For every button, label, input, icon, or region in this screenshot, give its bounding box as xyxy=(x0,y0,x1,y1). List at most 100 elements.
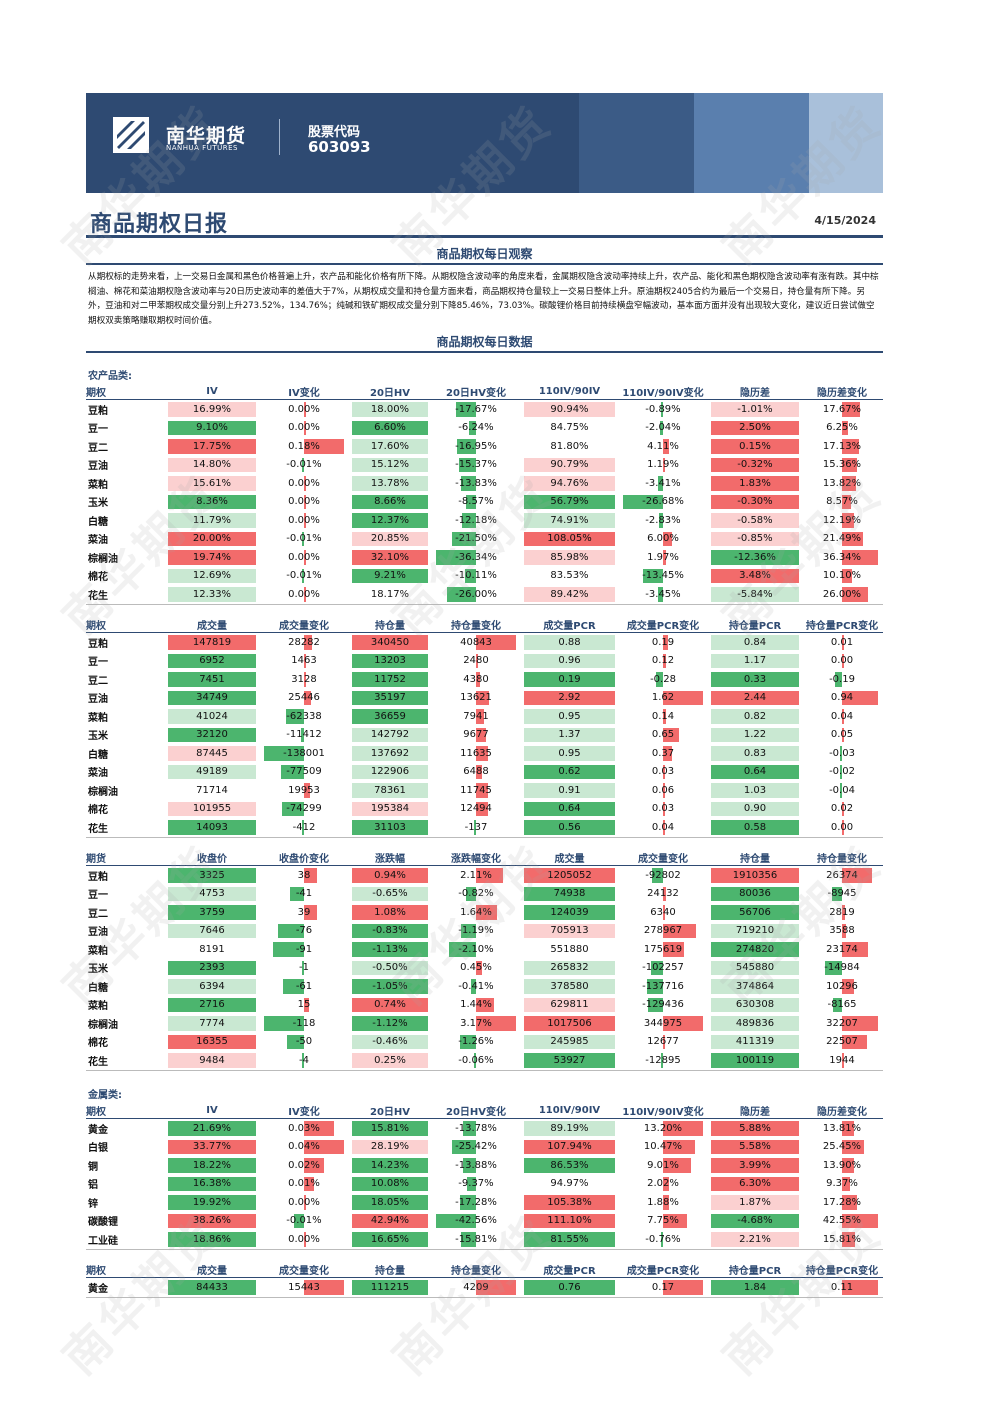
observation-underline xyxy=(86,263,883,265)
cell-value: -0.41% xyxy=(458,980,494,992)
cell-value: 87445 xyxy=(196,747,228,759)
cell-value: 25.45% xyxy=(822,1141,862,1153)
cell-heat-fill xyxy=(168,868,256,883)
cell-heat-fill xyxy=(352,1232,428,1247)
table-cell: -0.58% xyxy=(709,511,801,530)
table-cell: 16.65% xyxy=(350,1230,430,1250)
cell-data-bar xyxy=(842,1034,868,1049)
table-cell: 83.53% xyxy=(522,567,617,586)
cell-value: 0.00 xyxy=(830,821,854,833)
table-cell: -1.13% xyxy=(350,940,430,959)
cell-value: 10.10% xyxy=(822,570,862,582)
table-cell: 3759 xyxy=(166,903,258,922)
table-cell: -12.18% xyxy=(430,511,522,530)
cell-value: 7774 xyxy=(199,1017,225,1029)
table-cell: 1463 xyxy=(258,652,350,671)
cell-data-bar xyxy=(842,923,847,938)
table-cell: 25446 xyxy=(258,689,350,708)
cell-value: -15.37% xyxy=(455,459,497,471)
cell-heat-fill xyxy=(352,746,428,761)
table-cell: 17.28% xyxy=(801,1193,883,1212)
cell-value: 15 xyxy=(297,999,311,1011)
table-row: 豆油 14.80% -0.01% 15.12% -15.37% 90.79% 1.19% -0… xyxy=(86,456,883,475)
table-cell: 344975 xyxy=(617,1014,709,1033)
cell-value: -138001 xyxy=(283,747,325,759)
table-cell: 89.42% xyxy=(522,585,617,605)
cell-heat-fill xyxy=(352,942,428,957)
cell-value: 629811 xyxy=(550,999,589,1011)
cell-value: -1.13% xyxy=(372,943,408,955)
cell-value: 0.83 xyxy=(743,747,767,759)
cell-heat-fill xyxy=(168,420,256,435)
cell-value: 5.58% xyxy=(739,1141,771,1153)
cell-value: 0.82 xyxy=(743,710,767,722)
cell-data-bar xyxy=(304,402,306,417)
cell-value: -5.84% xyxy=(737,588,773,600)
table-cell: 124039 xyxy=(522,903,617,922)
table-cell: -9.37% xyxy=(430,1175,522,1194)
cell-data-bar xyxy=(842,690,879,705)
table-cell: 18.22% xyxy=(166,1156,258,1175)
cell-data-bar xyxy=(435,1213,476,1228)
cell-heat-fill xyxy=(352,1176,428,1191)
cell-data-bar xyxy=(289,886,304,901)
table-cell: 11752 xyxy=(350,670,430,689)
table-cell: 17.60% xyxy=(350,437,430,456)
column-header: 成交量 xyxy=(166,617,258,633)
cell-data-bar xyxy=(474,820,476,835)
cell-data-bar xyxy=(304,550,306,565)
cell-value: 0.84 xyxy=(743,636,767,648)
cell-value: 2.92 xyxy=(558,692,581,704)
table-cell: 1.22 xyxy=(709,726,801,745)
table-cell: -13.88% xyxy=(430,1156,522,1175)
cell-heat-fill xyxy=(711,531,799,546)
cell-value: -3.45% xyxy=(645,588,681,600)
cell-value: 6.60% xyxy=(374,422,406,434)
table-cell: -15.37% xyxy=(430,456,522,475)
row-name: 豆二 xyxy=(88,442,108,454)
column-header: 隐历差变化 xyxy=(801,1103,883,1119)
table-cell: 19.74% xyxy=(166,548,258,567)
cell-value: 0.01% xyxy=(288,1178,320,1190)
table-cell: 87445 xyxy=(166,744,258,763)
table-row: 菜粕 41024 -62338 36659 7941 0.95 0.14 0.82 0.04 xyxy=(86,707,883,726)
header-banner: 南华期货 NANHUA FUTURES 股票代码 603093 xyxy=(86,93,883,193)
cell-value: -62338 xyxy=(286,710,322,722)
table-cell: 56.79% xyxy=(522,493,617,512)
cell-value: 2.02% xyxy=(647,1178,679,1190)
table-cell: 1.08% xyxy=(350,903,430,922)
cell-heat-fill xyxy=(524,783,615,798)
table-cell: 0.02 xyxy=(801,800,883,819)
cell-value: 89.42% xyxy=(550,588,589,600)
cell-value: 1.97% xyxy=(647,551,679,563)
cell-value: 21.69% xyxy=(192,1122,232,1134)
cell-heat-fill xyxy=(711,764,799,779)
cell-heat-fill xyxy=(711,801,799,816)
cell-heat-fill xyxy=(352,439,428,454)
table-cell: 111215 xyxy=(350,1277,430,1298)
cell-heat-fill xyxy=(352,402,428,417)
column-header: 成交量变化 xyxy=(258,617,350,633)
cell-data-bar xyxy=(663,801,665,816)
cell-value: 0.11 xyxy=(830,1281,854,1293)
table-cell: 9.37% xyxy=(801,1175,883,1194)
cell-heat-fill xyxy=(524,923,615,938)
cell-heat-fill xyxy=(352,1139,428,1154)
table-cell: 28282 xyxy=(258,633,350,652)
table-cell: 274820 xyxy=(709,940,801,959)
table-cell: -0.01% xyxy=(258,456,350,475)
cell-heat-fill xyxy=(168,923,256,938)
table-row: 花生 14093 -412 31103 -137 0.56 0.04 0.58 0.00 xyxy=(86,818,883,838)
table-cell: -61 xyxy=(258,977,350,996)
cell-data-bar xyxy=(647,997,663,1012)
cell-value: -0.89% xyxy=(645,403,681,415)
cell-value: 8.57% xyxy=(826,496,858,508)
cell-heat-fill xyxy=(168,905,256,920)
table-cell: 84433 xyxy=(166,1277,258,1298)
cell-heat-fill xyxy=(168,1280,256,1295)
table-cell: 8.66% xyxy=(350,493,430,512)
row-name: 棕榈油 xyxy=(88,1019,118,1031)
table-cell: 0.83 xyxy=(709,744,801,763)
table-cell: 17.75% xyxy=(166,437,258,456)
cell-data-bar xyxy=(451,1139,476,1154)
